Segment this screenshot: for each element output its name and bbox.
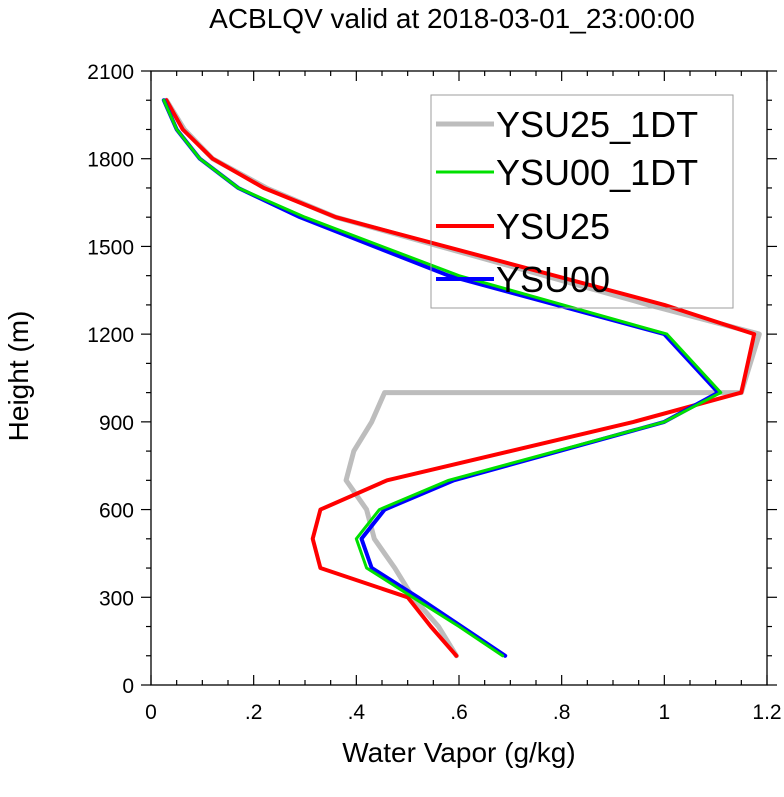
x-tick-label: .4 [348,701,366,724]
x-axis-label: Water Vapor (g/kg) [342,737,575,768]
y-tick-label: 1200 [87,324,134,347]
x-tick-label: 1.2 [752,701,781,724]
x-tick-label: .2 [245,701,263,724]
legend: YSU25_1DT YSU00_1DT YSU25 YSU00 [430,94,734,309]
plot-area: 0 .2 .4 .6 .8 1 1.2 0 300 600 900 1200 1500 1800 2100 [87,61,781,724]
y-axis-label: Height (m) [3,311,34,442]
chart-title: ACBLQV valid at 2018-03-01_23:00:00 [209,3,695,34]
y-tick-label: 900 [99,412,134,435]
x-tick-label: .6 [450,701,468,724]
x-tick-label: .8 [553,701,571,724]
y-tick-label: 600 [99,500,134,523]
legend-label-ysu00: YSU00 [496,259,610,300]
y-tick-label: 2100 [87,61,134,84]
x-tick-label: 0 [145,701,157,724]
legend-label-ysu00-1dt: YSU00_1DT [496,152,698,193]
series-line-ysu00-1dt [162,98,723,658]
x-tick-label: 1 [658,701,670,724]
y-tick-label: 300 [99,587,134,610]
legend-box [430,94,734,309]
y-tick-label: 0 [122,675,134,698]
legend-label-ysu25-1dt: YSU25_1DT [496,104,698,145]
legend-label-ysu25: YSU25 [496,206,610,247]
y-tick-label: 1500 [87,236,134,259]
y-tick-label: 1800 [87,149,134,172]
